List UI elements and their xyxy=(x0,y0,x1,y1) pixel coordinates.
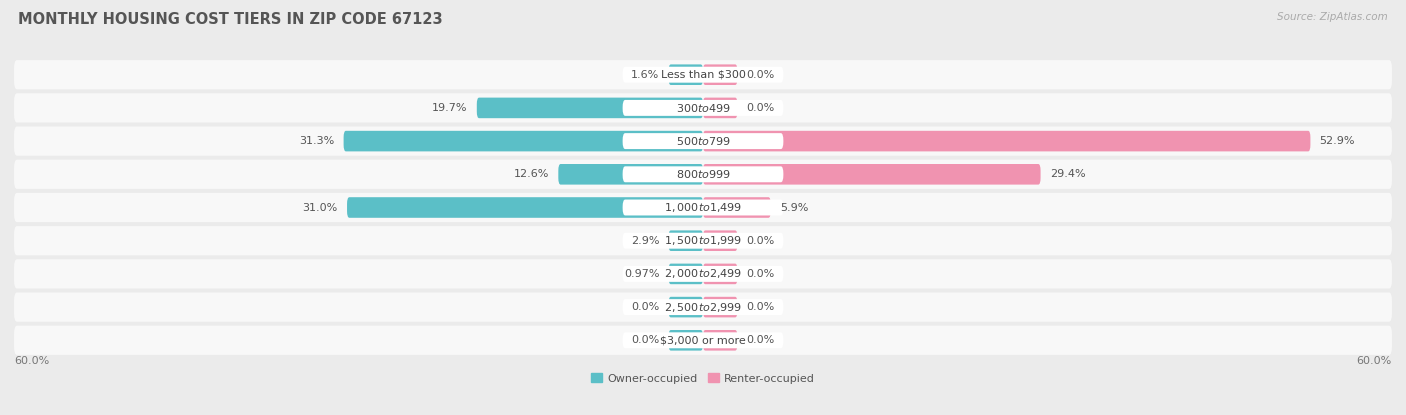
Text: MONTHLY HOUSING COST TIERS IN ZIP CODE 67123: MONTHLY HOUSING COST TIERS IN ZIP CODE 6… xyxy=(18,12,443,27)
FancyBboxPatch shape xyxy=(558,164,703,185)
Text: 0.0%: 0.0% xyxy=(747,103,775,113)
FancyBboxPatch shape xyxy=(703,131,1310,151)
Text: $3,000 or more: $3,000 or more xyxy=(661,335,745,345)
FancyBboxPatch shape xyxy=(347,197,703,218)
Text: 0.0%: 0.0% xyxy=(747,335,775,345)
Text: 5.9%: 5.9% xyxy=(780,203,808,212)
Text: 0.0%: 0.0% xyxy=(747,236,775,246)
FancyBboxPatch shape xyxy=(623,100,783,116)
FancyBboxPatch shape xyxy=(703,164,1040,185)
Legend: Owner-occupied, Renter-occupied: Owner-occupied, Renter-occupied xyxy=(586,369,820,388)
Text: $300 to $499: $300 to $499 xyxy=(675,102,731,114)
Text: 2.9%: 2.9% xyxy=(631,236,659,246)
FancyBboxPatch shape xyxy=(14,60,1392,89)
Text: $1,500 to $1,999: $1,500 to $1,999 xyxy=(664,234,742,247)
Text: 31.0%: 31.0% xyxy=(302,203,337,212)
Text: 0.0%: 0.0% xyxy=(747,269,775,279)
Text: $1,000 to $1,499: $1,000 to $1,499 xyxy=(664,201,742,214)
Text: Less than $300: Less than $300 xyxy=(661,70,745,80)
FancyBboxPatch shape xyxy=(703,64,738,85)
FancyBboxPatch shape xyxy=(623,67,783,83)
Text: 0.0%: 0.0% xyxy=(631,335,659,345)
FancyBboxPatch shape xyxy=(703,230,738,251)
Text: 19.7%: 19.7% xyxy=(432,103,468,113)
Text: 60.0%: 60.0% xyxy=(1357,356,1392,366)
FancyBboxPatch shape xyxy=(14,259,1392,288)
FancyBboxPatch shape xyxy=(623,200,783,215)
Text: Source: ZipAtlas.com: Source: ZipAtlas.com xyxy=(1277,12,1388,22)
Text: 0.97%: 0.97% xyxy=(624,269,659,279)
Text: 0.0%: 0.0% xyxy=(747,70,775,80)
FancyBboxPatch shape xyxy=(703,297,738,317)
Text: 29.4%: 29.4% xyxy=(1050,169,1085,179)
FancyBboxPatch shape xyxy=(669,230,703,251)
FancyBboxPatch shape xyxy=(703,197,770,218)
FancyBboxPatch shape xyxy=(669,330,703,351)
FancyBboxPatch shape xyxy=(703,330,738,351)
FancyBboxPatch shape xyxy=(477,98,703,118)
FancyBboxPatch shape xyxy=(14,326,1392,355)
Text: 31.3%: 31.3% xyxy=(299,136,335,146)
FancyBboxPatch shape xyxy=(703,98,738,118)
FancyBboxPatch shape xyxy=(623,233,783,249)
Text: 1.6%: 1.6% xyxy=(631,70,659,80)
FancyBboxPatch shape xyxy=(14,293,1392,322)
FancyBboxPatch shape xyxy=(623,299,783,315)
FancyBboxPatch shape xyxy=(669,64,703,85)
Text: 60.0%: 60.0% xyxy=(14,356,49,366)
FancyBboxPatch shape xyxy=(623,133,783,149)
FancyBboxPatch shape xyxy=(14,127,1392,156)
FancyBboxPatch shape xyxy=(669,297,703,317)
Text: $800 to $999: $800 to $999 xyxy=(675,168,731,180)
Text: 52.9%: 52.9% xyxy=(1320,136,1355,146)
Text: 12.6%: 12.6% xyxy=(513,169,550,179)
FancyBboxPatch shape xyxy=(623,332,783,348)
Text: 0.0%: 0.0% xyxy=(631,302,659,312)
FancyBboxPatch shape xyxy=(623,266,783,282)
FancyBboxPatch shape xyxy=(14,93,1392,122)
FancyBboxPatch shape xyxy=(14,160,1392,189)
FancyBboxPatch shape xyxy=(343,131,703,151)
Text: $500 to $799: $500 to $799 xyxy=(675,135,731,147)
FancyBboxPatch shape xyxy=(14,226,1392,255)
Text: $2,500 to $2,999: $2,500 to $2,999 xyxy=(664,300,742,314)
FancyBboxPatch shape xyxy=(623,166,783,182)
FancyBboxPatch shape xyxy=(669,264,703,284)
FancyBboxPatch shape xyxy=(14,193,1392,222)
Text: $2,000 to $2,499: $2,000 to $2,499 xyxy=(664,267,742,281)
Text: 0.0%: 0.0% xyxy=(747,302,775,312)
FancyBboxPatch shape xyxy=(703,264,738,284)
